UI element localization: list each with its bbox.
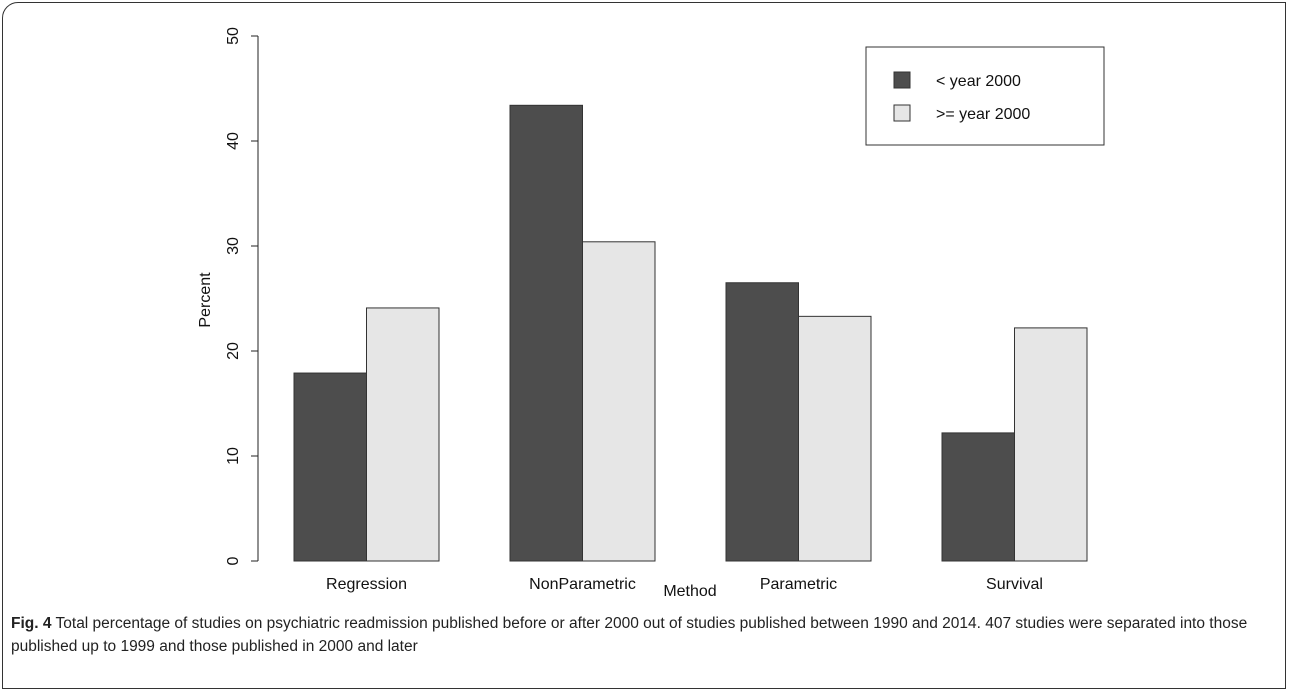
legend-box — [865, 46, 1105, 146]
bar-survival-series-2 — [1014, 327, 1088, 562]
y-axis-label: Percent — [197, 272, 214, 328]
legend-swatch-before-2000 — [893, 71, 911, 89]
x-tick-label: Survival — [986, 576, 1043, 593]
x-axis-label: Method — [663, 583, 716, 600]
figure-caption: Fig. 4 Total percentage of studies on ps… — [11, 612, 1273, 658]
y-tick-label: 40 — [225, 132, 242, 150]
bar-parametric-series-2 — [798, 315, 872, 562]
y-tick-label: 0 — [225, 556, 242, 565]
y-tick-label: 20 — [225, 342, 242, 360]
bar-nonparametric-series-1 — [509, 104, 583, 562]
x-tick-label: Parametric — [760, 576, 837, 593]
legend-label-before-2000: < year 2000 — [936, 73, 1021, 90]
y-tick-label: 10 — [225, 447, 242, 465]
y-tick-label: 50 — [225, 27, 242, 45]
x-tick-label: NonParametric — [529, 576, 636, 593]
caption-label: Fig. 4 — [11, 615, 52, 632]
y-axis: 0 10 20 30 40 50 — [225, 27, 259, 565]
bar-regression-series-2 — [366, 307, 440, 562]
bar-parametric-series-1 — [725, 282, 799, 562]
legend-label-after-2000: >= year 2000 — [936, 106, 1030, 123]
bar-regression-series-1 — [293, 372, 367, 562]
x-tick-label: Regression — [326, 576, 407, 593]
bars — [293, 104, 1088, 562]
caption-text: Total percentage of studies on psychiatr… — [11, 615, 1248, 655]
x-axis: Regression NonParametric Parametric Surviva… — [326, 576, 1043, 593]
bar-chart: 0 10 20 30 40 50 Regression NonParametric Param… — [197, 27, 1105, 600]
legend-swatch-after-2000 — [893, 104, 911, 122]
bar-nonparametric-series-2 — [582, 241, 656, 562]
bar-survival-series-1 — [941, 432, 1015, 562]
legend: < year 2000 >= year 2000 — [865, 46, 1105, 146]
y-tick-label: 30 — [225, 237, 242, 255]
